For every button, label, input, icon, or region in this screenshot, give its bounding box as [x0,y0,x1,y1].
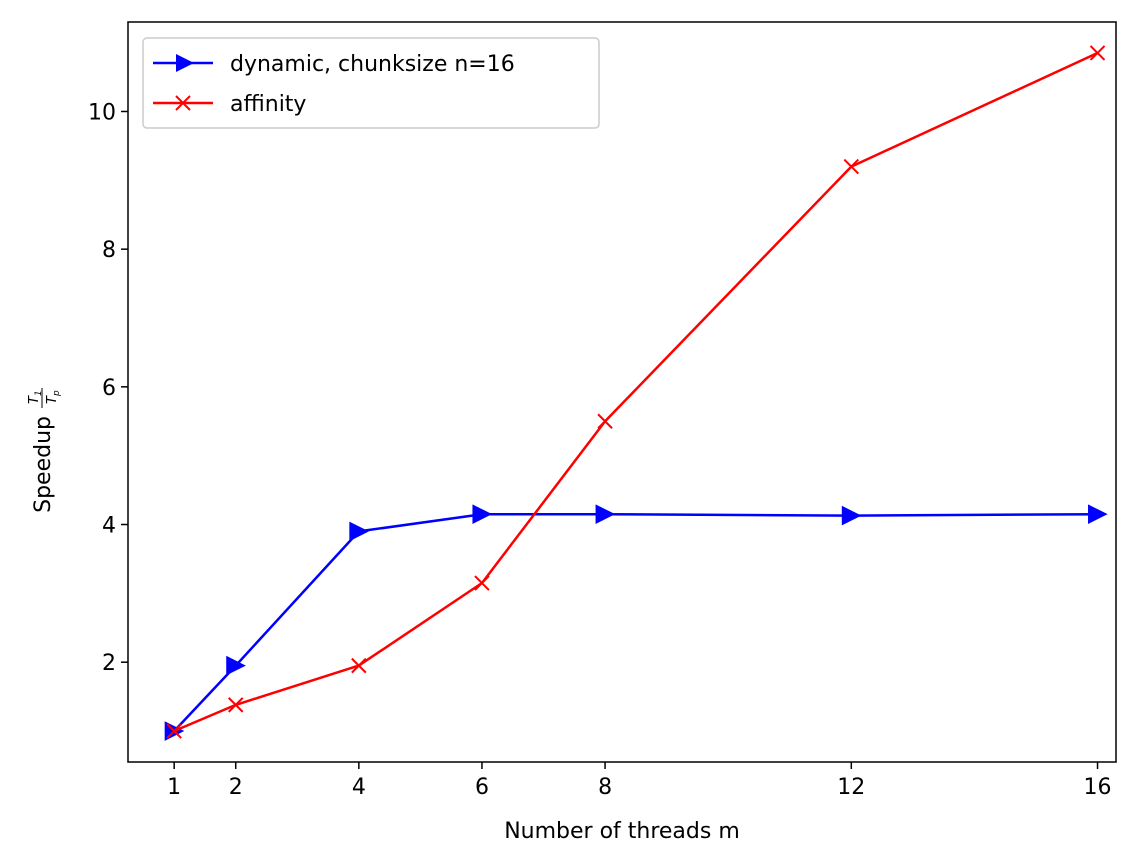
y-tick-label: 2 [102,651,116,676]
x-tick-label: 8 [598,775,612,800]
x-tick-label: 6 [475,775,489,800]
legend-label-affinity: affinity [230,92,306,117]
x-axis-title: Number of threads m [504,819,740,844]
y-tick-label: 10 [88,100,116,125]
legend-label-dynamic: dynamic, chunksize n=16 [230,52,515,77]
y-tick-label: 8 [102,238,116,263]
x-tick-label: 12 [837,775,865,800]
y-tick-label: 4 [102,514,116,539]
y-tick-label: 6 [102,376,116,401]
x-tick-label: 4 [352,775,366,800]
x-tick-label: 2 [229,775,243,800]
x-tick-label: 16 [1084,775,1112,800]
y-axis-title-prefix: Speedup [31,416,56,513]
x-tick-label: 1 [167,775,181,800]
legend: dynamic, chunksize n=16 affinity [143,38,599,128]
line-chart: 1 2 4 6 8 12 16 246810 Number of threads m Spe… [0,0,1140,864]
